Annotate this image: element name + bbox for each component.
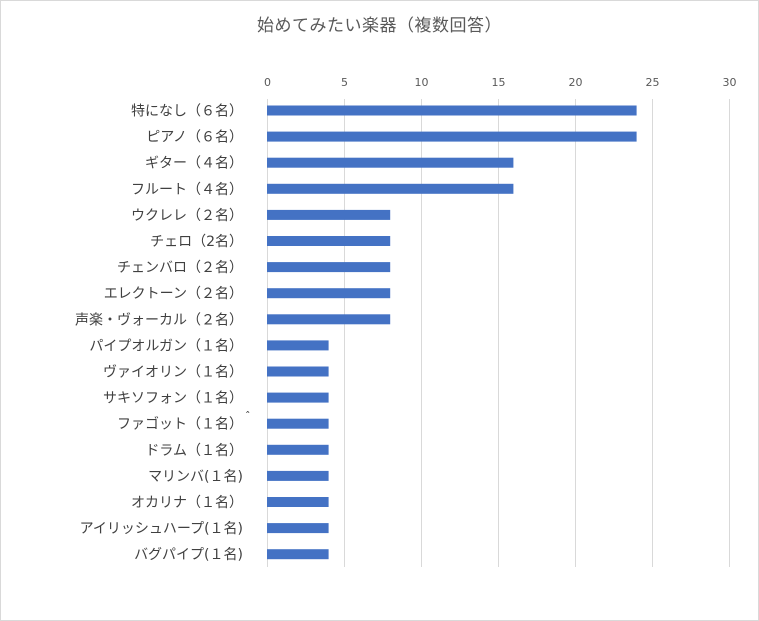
x-tick-label: 30 [723,76,737,89]
bars [267,105,637,560]
bar [267,497,329,507]
category-label: ウクレレ（２名） [131,208,243,224]
x-tick-label: 0 [264,76,271,89]
bar [267,262,391,273]
category-label: マリンバ(１名) [148,469,243,485]
bar [267,392,329,403]
x-tick-label: 5 [341,76,348,89]
category-label: ギター（４名） [145,156,243,172]
bar [267,209,391,220]
bar [267,549,329,560]
x-tick-label: 15 [492,76,506,89]
bar [267,444,329,455]
x-tick-label: 10 [415,76,429,89]
category-label: フルート（４名） [131,182,243,198]
bar [267,183,514,194]
bar [267,157,514,168]
category-label: ヴァイオリン（１名） [103,364,243,381]
category-label: ファゴット（１名） [117,416,243,433]
bar [267,523,329,534]
x-axis-ticks: 0 5 10 15 20 25 30 [264,76,737,89]
annotation-mark: ˆ [245,410,251,423]
category-label: アイリッシュハープ(１名) [80,521,243,537]
chart-title: 始めてみたい楽器（複数回答） [257,16,502,36]
category-label: チェロ（2名） [150,234,243,250]
category-labels: 特になし（６名） ピアノ（６名） ギター（４名） フルート（４名） ウクレレ（２名） チェ… [75,104,243,564]
bar [267,105,637,116]
category-label: ピアノ（６名） [146,130,243,146]
bar [267,288,391,299]
x-tick-label: 20 [569,76,583,89]
bar [267,314,391,325]
bar [267,340,329,351]
bar [267,236,391,246]
category-label: 特になし（６名） [131,104,243,120]
x-tick-label: 25 [646,76,660,89]
category-label: 声楽・ヴォーカル（２名） [75,311,243,328]
bar [267,418,329,429]
annotations: ˆ [245,410,251,423]
bar [267,470,329,481]
bar [267,131,637,142]
category-label: ドラム（１名） [145,443,243,459]
category-label: バグパイプ(１名) [134,547,243,563]
category-label: サキソフォン（１名） [103,391,243,407]
bar [267,366,329,377]
category-label: チェンバロ（２名） [117,260,243,276]
category-label: オカリナ（１名） [131,495,243,511]
category-label: エレクトーン（２名） [104,286,243,302]
category-label: パイプオルガン（１名） [89,338,243,354]
grid-layer [267,99,730,567]
